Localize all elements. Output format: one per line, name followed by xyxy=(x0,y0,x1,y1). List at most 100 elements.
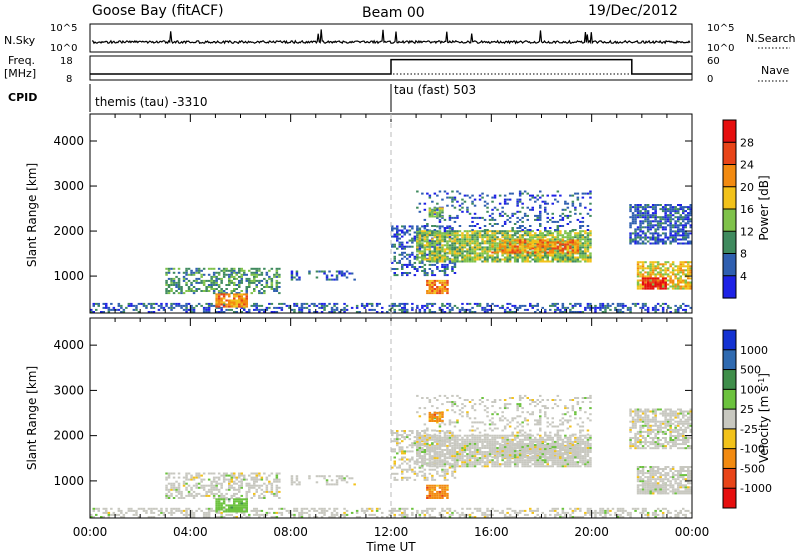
velocity-cell xyxy=(168,497,171,499)
power-cell xyxy=(190,288,193,290)
velocity-cell xyxy=(409,434,412,436)
velocity-cell xyxy=(218,502,221,504)
power-cell xyxy=(484,219,487,221)
velocity-cell xyxy=(439,457,442,459)
velocity-cell xyxy=(399,514,402,516)
power-cell xyxy=(454,242,457,244)
velocity-cell xyxy=(203,489,206,491)
power-cell xyxy=(130,305,133,307)
power-cell xyxy=(243,293,246,295)
power-cell xyxy=(647,216,650,218)
power-cell xyxy=(236,274,239,276)
velocity-cell xyxy=(396,510,399,512)
power-cell xyxy=(486,246,489,248)
power-cell xyxy=(223,302,226,304)
velocity-cell xyxy=(429,437,432,439)
velocity-cell xyxy=(238,491,241,493)
velocity-cell xyxy=(426,443,429,445)
power-cell xyxy=(577,241,580,243)
power-cell xyxy=(486,207,489,209)
power-cell xyxy=(484,229,487,231)
nave-tick-top: 60 xyxy=(707,56,720,67)
beam-title: Beam 00 xyxy=(362,5,425,21)
power-cell xyxy=(489,250,492,252)
velocity-cell xyxy=(609,510,612,512)
power-cell xyxy=(431,230,434,232)
power-cell xyxy=(281,303,284,305)
velocity-cell xyxy=(429,508,432,510)
power-cell xyxy=(426,272,429,274)
power-cell xyxy=(170,290,173,292)
velocity-cell xyxy=(236,511,239,513)
power-cell xyxy=(652,239,655,241)
power-cell xyxy=(228,306,231,308)
power-cell xyxy=(291,277,294,279)
power-cell xyxy=(564,246,567,248)
power-cell xyxy=(173,303,176,305)
power-cell xyxy=(175,284,178,286)
power-cell xyxy=(544,239,547,241)
power-cell xyxy=(444,270,447,272)
power-cell xyxy=(499,195,502,197)
power-cell xyxy=(637,286,640,288)
velocity-cell xyxy=(431,449,434,451)
velocity-cell xyxy=(173,489,176,491)
power-cell xyxy=(516,201,519,203)
velocity-cell xyxy=(346,475,349,477)
power-cell xyxy=(667,210,670,212)
power-cell xyxy=(639,228,642,230)
power-cell xyxy=(511,236,514,238)
velocity-cell xyxy=(406,434,409,436)
velocity-cell xyxy=(248,475,251,477)
velocity-cell xyxy=(404,510,407,512)
power-cell xyxy=(494,223,497,225)
velocity-cell xyxy=(278,487,281,489)
power-cell xyxy=(353,279,356,281)
power-cell xyxy=(504,248,507,250)
velocity-cell xyxy=(180,491,183,493)
velocity-cell xyxy=(431,465,434,467)
velocity-cell xyxy=(253,493,256,495)
power-cell xyxy=(654,232,657,234)
power-cell xyxy=(539,243,542,245)
power-cell xyxy=(258,270,261,272)
velocity-cell xyxy=(150,512,153,514)
velocity-cell xyxy=(173,487,176,489)
power-cell xyxy=(444,227,447,229)
power-cell xyxy=(682,261,685,263)
power-cell xyxy=(642,214,645,216)
power-cell xyxy=(278,282,281,284)
power-cell xyxy=(572,257,575,259)
velocity-cell xyxy=(419,435,422,437)
velocity-cell xyxy=(293,514,296,516)
power-cell xyxy=(509,234,512,236)
power-cell xyxy=(414,274,417,276)
power-cell xyxy=(108,309,111,311)
velocity-cell xyxy=(205,493,208,495)
power-cell xyxy=(672,224,675,226)
power-cell xyxy=(303,307,306,309)
velocity-cell xyxy=(434,457,437,459)
velocity-cell xyxy=(424,437,427,439)
power-cell xyxy=(659,282,662,284)
velocity-cell xyxy=(416,449,419,451)
velocity-cell xyxy=(253,508,256,510)
velocity-cell xyxy=(466,457,469,459)
power-cell xyxy=(471,259,474,261)
power-cell xyxy=(672,234,675,236)
velocity-cell xyxy=(178,510,181,512)
velocity-cell xyxy=(253,477,256,479)
power-cell xyxy=(434,255,437,257)
velocity-cell xyxy=(394,465,397,467)
power-cell xyxy=(253,303,256,305)
velocity-cell xyxy=(231,481,234,483)
power-cell xyxy=(424,268,427,270)
power-cell xyxy=(539,191,542,193)
velocity-cell xyxy=(421,455,424,457)
velocity-cell xyxy=(421,443,424,445)
power-cell xyxy=(552,241,555,243)
power-cell xyxy=(173,282,176,284)
power-cell xyxy=(589,232,592,234)
velocity-cell xyxy=(276,487,279,489)
velocity-cell xyxy=(241,495,244,497)
